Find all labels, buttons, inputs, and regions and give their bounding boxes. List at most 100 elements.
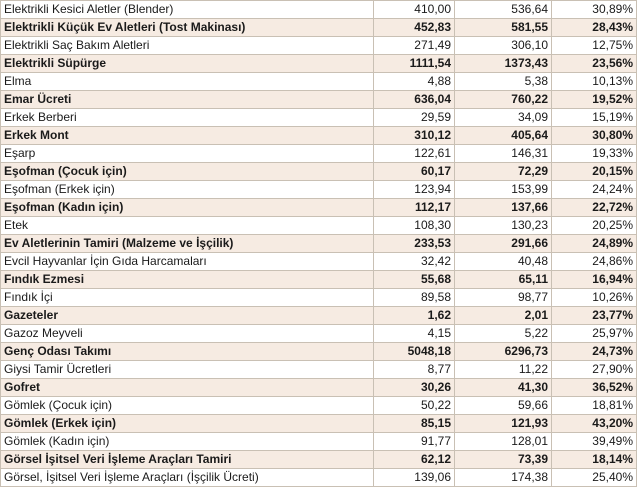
first-value-cell: 85,15 [373, 414, 455, 433]
second-value-cell: 536,64 [454, 0, 552, 19]
second-value-cell: 73,39 [454, 450, 552, 469]
item-name-cell: Elma [0, 72, 374, 91]
change-percent-cell: 30,80% [551, 126, 637, 145]
table-row: Erkek Berberi 29,59 34,09 15,19% [0, 108, 637, 127]
change-percent-cell: 16,94% [551, 270, 637, 289]
first-value-cell: 1111,54 [373, 54, 455, 73]
change-percent-cell: 10,26% [551, 288, 637, 307]
change-percent-cell: 30,89% [551, 0, 637, 19]
change-percent-cell: 39,49% [551, 432, 637, 451]
table-row: Gazoz Meyveli 4,15 5,22 25,97% [0, 324, 637, 343]
change-percent-cell: 36,52% [551, 378, 637, 397]
first-value-cell: 4,88 [373, 72, 455, 91]
item-name-cell: Erkek Mont [0, 126, 374, 145]
item-name-cell: Gömlek (Çocuk için) [0, 396, 374, 415]
table-row: Gömlek (Erkek için) 85,15 121,93 43,20% [0, 414, 637, 433]
table-row: Gazeteler 1,62 2,01 23,77% [0, 306, 637, 325]
table-row: Emar Ücreti 636,04 760,22 19,52% [0, 90, 637, 109]
first-value-cell: 452,83 [373, 18, 455, 37]
second-value-cell: 65,11 [454, 270, 552, 289]
change-percent-cell: 12,75% [551, 36, 637, 55]
change-percent-cell: 10,13% [551, 72, 637, 91]
second-value-cell: 41,30 [454, 378, 552, 397]
first-value-cell: 89,58 [373, 288, 455, 307]
table-row: Gömlek (Çocuk için) 50,22 59,66 18,81% [0, 396, 637, 415]
table-row: Görsel İşitsel Veri İşleme Araçları Tami… [0, 450, 637, 469]
item-name-cell: Elektrikli Kesici Aletler (Blender) [0, 0, 374, 19]
change-percent-cell: 43,20% [551, 414, 637, 433]
item-name-cell: Fındık İçi [0, 288, 374, 307]
table-row: Eşofman (Çocuk için) 60,17 72,29 20,15% [0, 162, 637, 181]
second-value-cell: 59,66 [454, 396, 552, 415]
first-value-cell: 4,15 [373, 324, 455, 343]
change-percent-cell: 25,40% [551, 468, 637, 487]
second-value-cell: 174,38 [454, 468, 552, 487]
second-value-cell: 34,09 [454, 108, 552, 127]
item-name-cell: Elektrikli Saç Bakım Aletleri [0, 36, 374, 55]
second-value-cell: 291,66 [454, 234, 552, 253]
change-percent-cell: 24,89% [551, 234, 637, 253]
item-name-cell: Fındık Ezmesi [0, 270, 374, 289]
change-percent-cell: 18,81% [551, 396, 637, 415]
first-value-cell: 55,68 [373, 270, 455, 289]
second-value-cell: 306,10 [454, 36, 552, 55]
first-value-cell: 112,17 [373, 198, 455, 217]
table-row: Elektrikli Süpürge 1111,54 1373,43 23,56% [0, 54, 637, 73]
item-name-cell: Görsel, İşitsel Veri İşleme Araçları (İş… [0, 468, 374, 487]
item-name-cell: Elektrikli Süpürge [0, 54, 374, 73]
first-value-cell: 29,59 [373, 108, 455, 127]
item-name-cell: Gazoz Meyveli [0, 324, 374, 343]
item-name-cell: Görsel İşitsel Veri İşleme Araçları Tami… [0, 450, 374, 469]
first-value-cell: 30,26 [373, 378, 455, 397]
item-name-cell: Gömlek (Erkek için) [0, 414, 374, 433]
second-value-cell: 2,01 [454, 306, 552, 325]
change-percent-cell: 23,77% [551, 306, 637, 325]
first-value-cell: 636,04 [373, 90, 455, 109]
second-value-cell: 405,64 [454, 126, 552, 145]
first-value-cell: 271,49 [373, 36, 455, 55]
second-value-cell: 137,66 [454, 198, 552, 217]
item-name-cell: Eşofman (Kadın için) [0, 198, 374, 217]
change-percent-cell: 25,97% [551, 324, 637, 343]
item-name-cell: Ev Aletlerinin Tamiri (Malzeme ve İşçili… [0, 234, 374, 253]
first-value-cell: 122,61 [373, 144, 455, 163]
second-value-cell: 11,22 [454, 360, 552, 379]
first-value-cell: 108,30 [373, 216, 455, 235]
second-value-cell: 98,77 [454, 288, 552, 307]
first-value-cell: 50,22 [373, 396, 455, 415]
first-value-cell: 123,94 [373, 180, 455, 199]
second-value-cell: 1373,43 [454, 54, 552, 73]
item-name-cell: Elektrikli Küçük Ev Aletleri (Tost Makin… [0, 18, 374, 37]
item-name-cell: Emar Ücreti [0, 90, 374, 109]
first-value-cell: 1,62 [373, 306, 455, 325]
item-name-cell: Evcil Hayvanlar İçin Gıda Harcamaları [0, 252, 374, 271]
table-row: Genç Odası Takımı 5048,18 6296,73 24,73% [0, 342, 637, 361]
change-percent-cell: 19,33% [551, 144, 637, 163]
second-value-cell: 581,55 [454, 18, 552, 37]
first-value-cell: 5048,18 [373, 342, 455, 361]
first-value-cell: 8,77 [373, 360, 455, 379]
second-value-cell: 121,93 [454, 414, 552, 433]
item-name-cell: Erkek Berberi [0, 108, 374, 127]
change-percent-cell: 18,14% [551, 450, 637, 469]
second-value-cell: 130,23 [454, 216, 552, 235]
second-value-cell: 760,22 [454, 90, 552, 109]
table-row: Elektrikli Saç Bakım Aletleri 271,49 306,1… [0, 36, 637, 55]
table-row: Elektrikli Kesici Aletler (Blender) 410,0… [0, 0, 637, 19]
second-value-cell: 5,22 [454, 324, 552, 343]
change-percent-cell: 22,72% [551, 198, 637, 217]
item-name-cell: Eşarp [0, 144, 374, 163]
item-name-cell: Genç Odası Takımı [0, 342, 374, 361]
table-row: Gofret 30,26 41,30 36,52% [0, 378, 637, 397]
item-name-cell: Gömlek (Kadın için) [0, 432, 374, 451]
first-value-cell: 32,42 [373, 252, 455, 271]
item-name-cell: Eşofman (Çocuk için) [0, 162, 374, 181]
change-percent-cell: 28,43% [551, 18, 637, 37]
table-row: Giysi Tamir Ücretleri 8,77 11,22 27,90% [0, 360, 637, 379]
item-name-cell: Eşofman (Erkek için) [0, 180, 374, 199]
change-percent-cell: 24,73% [551, 342, 637, 361]
first-value-cell: 233,53 [373, 234, 455, 253]
second-value-cell: 72,29 [454, 162, 552, 181]
